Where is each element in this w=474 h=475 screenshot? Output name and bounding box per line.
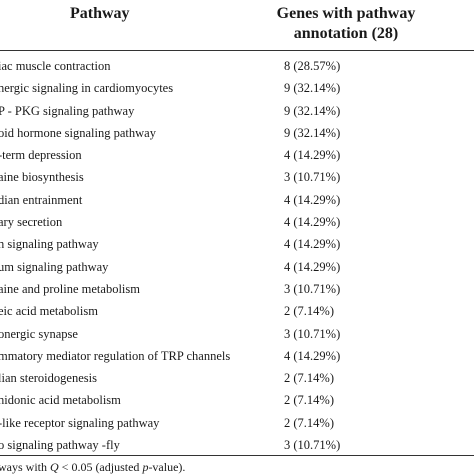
pathway-cell: iac muscle contraction	[0, 59, 111, 73]
pathway-cell: -term depression	[0, 148, 82, 163]
footnote-mid: < 0.05 (adjusted	[58, 460, 143, 474]
table-row: aine and proline metabolism 3 (10.71%)	[0, 278, 474, 300]
table-row: oid hormone signaling pathway 9 (32.14%)	[0, 122, 474, 144]
genes-cell: 9 (32.14%)	[284, 81, 341, 96]
pathway-cell: onergic synapse	[0, 326, 78, 341]
genes-cell: 4 (14.29%)	[284, 348, 341, 363]
genes-cell: 2 (7.14%)	[284, 371, 334, 386]
table-row: onergic synapse 3 (10.71%)	[0, 323, 474, 345]
pathway-cell: nergic signaling in cardiomyocytes	[0, 81, 174, 96]
pathway-cell: um signaling pathway	[0, 259, 109, 274]
genes-cell: 4 (14.29%)	[284, 259, 341, 274]
table-row: ary secretion 4 (14.29%)	[0, 211, 474, 233]
genes-cell: 4 (14.29%)	[284, 192, 341, 207]
table-row: -like receptor signaling pathway 2 (7.14%…	[0, 412, 474, 434]
header-rule	[0, 50, 474, 51]
table-body: iac muscle contraction 8 (28.57%) nergic s…	[0, 55, 474, 456]
pathway-cell: lian steroidogenesis	[0, 371, 97, 386]
bottom-rule	[0, 455, 474, 456]
genes-cell: 2 (7.14%)	[284, 415, 334, 430]
table-row: P - PKG signaling pathway 9 (32.14%)	[0, 100, 474, 122]
pathway-cell: o signaling pathway -fly	[0, 438, 120, 453]
pathway-cell: aine and proline metabolism	[0, 281, 140, 296]
table-row: um signaling pathway 4 (14.29%)	[0, 256, 474, 278]
table-row: dian entrainment 4 (14.29%)	[0, 189, 474, 211]
footnote-suffix: -value).	[148, 460, 186, 474]
table-row: -term depression 4 (14.29%)	[0, 144, 474, 166]
pathway-cell: ary secretion	[0, 215, 63, 230]
table-row: eic acid metabolism 2 (7.14%)	[0, 300, 474, 322]
table-row: mmatory mediator regulation of TRP chann…	[0, 345, 474, 367]
genes-cell: 3 (10.71%)	[284, 170, 341, 185]
genes-cell: 2 (7.14%)	[284, 393, 334, 408]
pathway-cell: P - PKG signaling pathway	[0, 103, 135, 118]
pathway-cell: mmatory mediator regulation of TRP chann…	[0, 348, 231, 363]
genes-cell: 4 (14.29%)	[284, 148, 341, 163]
column-header-genes: Genes with pathway annotation (28)	[256, 4, 436, 44]
pathway-cell: n signaling pathway	[0, 237, 99, 252]
table-row: iac muscle contraction 8 (28.57%)	[0, 55, 474, 77]
table-row: nergic signaling in cardiomyocytes 9 (32.…	[0, 77, 474, 99]
pathway-cell: dian entrainment	[0, 192, 83, 207]
genes-cell: 3 (10.71%)	[284, 281, 341, 296]
genes-cell: 2 (7.14%)	[284, 304, 334, 319]
genes-cell: 9 (32.14%)	[284, 103, 341, 118]
footnote-prefix: ways with	[0, 460, 50, 474]
pathway-cell: aine biosynthesis	[0, 170, 84, 185]
genes-cell: 3 (10.71%)	[284, 326, 341, 341]
genes-cell: 8 (28.57%)	[284, 59, 341, 73]
genes-cell: 9 (32.14%)	[284, 125, 341, 140]
pathway-cell: eic acid metabolism	[0, 304, 98, 319]
column-header-genes-line1: Genes with pathway	[276, 5, 416, 22]
table-row: aine biosynthesis 3 (10.71%)	[0, 166, 474, 188]
genes-cell: 4 (14.29%)	[284, 215, 341, 230]
pathway-cell: oid hormone signaling pathway	[0, 125, 156, 140]
table-row: nidonic acid metabolism 2 (7.14%)	[0, 389, 474, 411]
footnote-q-symbol: Q	[50, 460, 59, 474]
footnote-p-symbol: p	[142, 460, 149, 474]
table-row: n signaling pathway 4 (14.29%)	[0, 233, 474, 255]
genes-cell: 3 (10.71%)	[284, 438, 341, 453]
table-row: o signaling pathway -fly 3 (10.71%)	[0, 434, 474, 456]
column-header-pathway: Pathway	[70, 5, 130, 22]
table-row: lian steroidogenesis 2 (7.14%)	[0, 367, 474, 389]
table-footnote: ways with Q < 0.05 (adjusted p-value).	[0, 459, 185, 475]
pathway-cell: nidonic acid metabolism	[0, 393, 121, 408]
pathway-cell: -like receptor signaling pathway	[0, 415, 160, 430]
genes-cell: 4 (14.29%)	[284, 237, 341, 252]
column-header-genes-line2: annotation (28)	[293, 25, 399, 42]
